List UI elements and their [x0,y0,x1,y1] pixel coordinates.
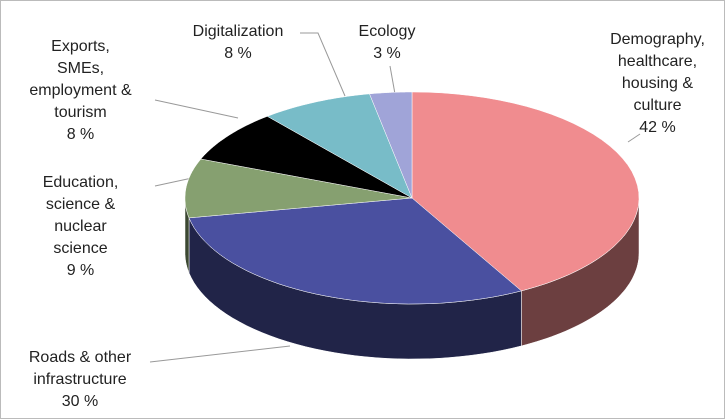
slice [411,91,640,292]
value-label: 8 % [224,45,252,62]
slice-label: Roads & other infrastructure 30 % [5,347,155,413]
leader-lines [149,32,641,363]
slice [184,158,413,219]
leader-line [300,32,346,97]
slice-label: Digitalization 8 % [178,21,298,65]
slice [266,93,413,199]
category-label: Education, science & nuclear science [42,174,119,257]
category-label: Ecology [358,23,416,40]
leader-line [149,345,291,363]
value-label: 8 % [66,126,95,143]
value-label: 3 % [373,45,401,62]
category-label: Digitalization [192,23,284,40]
leader-line [154,177,193,187]
leader-line [389,65,396,95]
slice-label: Exports, SMEs, employment & tourism 8 % [28,36,133,146]
slice-label: Education, science & nuclear science 9 % [28,172,133,282]
slice [188,197,522,305]
slice [200,116,413,199]
category-label: Roads & other infrastructure [28,349,132,388]
slice-label: Ecology 3 % [342,21,432,65]
category-label: Exports, SMEs, employment & tourism [29,38,132,121]
leader-line [154,99,239,119]
slices [184,91,640,360]
slice [369,91,413,199]
value-label: 42 % [639,119,676,136]
value-label: 30 % [61,393,99,410]
category-label: Demography, healthcare, housing & cultur… [610,31,705,114]
slice-label: Demography, healthcare, housing & cultur… [600,29,715,139]
leader-line [627,133,641,143]
value-label: 9 % [66,262,95,279]
